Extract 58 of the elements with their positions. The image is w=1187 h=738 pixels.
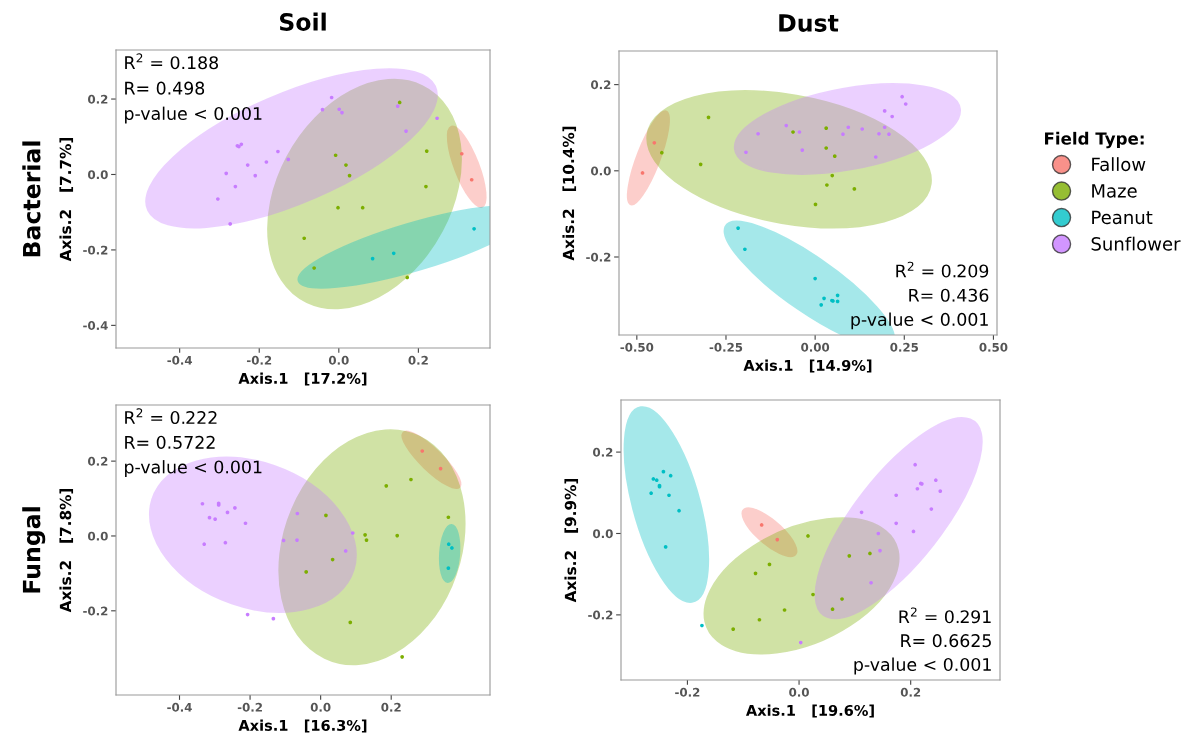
- annotation: R$^{2}$ = 0.188: [125, 53, 219, 70]
- x-tick-label: -0.25: [709, 342, 743, 352]
- y-tick-label: -0.2: [83, 245, 108, 255]
- y-axis-title: Axis.2 [9.9%]: [564, 478, 579, 603]
- annotation: R$^{2}$ = 0.291: [899, 607, 991, 624]
- y-tick-label: -0.2: [83, 606, 108, 616]
- y-tick-label: 0.0: [88, 170, 108, 180]
- annotation: R= 0.5722: [125, 435, 215, 449]
- annotation: p-value < 0.001: [125, 106, 262, 124]
- y-tick-label: 0.2: [88, 456, 108, 466]
- annotation: R$^{2}$ = 0.222: [125, 408, 217, 425]
- x-tick-label: 0.2: [381, 702, 401, 712]
- x-tick-label: 0.0: [328, 355, 349, 365]
- y-tick-label: 0.0: [88, 531, 108, 541]
- y-tick-label: -0.4: [83, 321, 108, 331]
- legend-label: Maze: [1092, 184, 1137, 198]
- legend-title: Field Type:: [1045, 131, 1144, 149]
- x-tick-label: -0.4: [167, 702, 192, 712]
- y-axis-title: Axis.2 [10.4%]: [562, 126, 577, 261]
- chart-title: Soil: [279, 12, 326, 31]
- legend-label: Fallow: [1092, 157, 1146, 172]
- x-tick-label: 0.2: [900, 687, 921, 697]
- legend-label: Peanut: [1092, 210, 1153, 225]
- annotation: R= 0.498: [125, 81, 205, 95]
- annotation: R$^{2}$ = 0.209: [896, 261, 989, 278]
- annotation: R= 0.6625: [901, 634, 991, 648]
- y-tick-label: 0.2: [88, 94, 108, 104]
- x-axis-title: Axis.1 [19.6%]: [745, 704, 874, 718]
- x-tick-label: -0.50: [620, 342, 654, 352]
- annotation: p-value < 0.001: [125, 460, 262, 477]
- x-tick-label: -0.4: [167, 355, 193, 365]
- x-tick-label: 0.0: [310, 702, 331, 712]
- y-axis-title: Axis.2 [7.8%]: [59, 488, 74, 613]
- x-axis-title: Axis.1 [17.2%]: [238, 372, 367, 386]
- x-axis-title: Axis.1 [16.3%]: [238, 719, 367, 733]
- y-tick-label: 0.2: [593, 447, 613, 457]
- x-tick-label: 0.50: [979, 342, 1008, 352]
- x-tick-label: -0.2: [246, 355, 272, 365]
- x-tick-label: -0.2: [675, 687, 700, 697]
- y-tick-label: 0.2: [591, 80, 611, 90]
- x-tick-label: 0.00: [801, 342, 830, 352]
- chart-title: Dust: [779, 14, 839, 32]
- x-axis-title: Axis.1 [14.9%]: [743, 359, 872, 373]
- x-tick-label: 0.25: [890, 342, 919, 352]
- y-tick-label: 0.0: [591, 166, 611, 176]
- annotation: p-value < 0.001: [851, 312, 988, 330]
- annotation: p-value < 0.001: [854, 657, 991, 675]
- annotation: R= 0.436: [909, 288, 989, 302]
- x-tick-label: -0.2: [237, 702, 262, 712]
- x-tick-label: 0.2: [408, 355, 428, 365]
- y-axis-title: Axis.2 [7.7%]: [59, 137, 74, 262]
- legend-label: Sunflower: [1091, 236, 1181, 251]
- y-tick-label: -0.2: [588, 610, 613, 620]
- y-tick-label: -0.2: [586, 252, 611, 262]
- x-tick-label: 0.0: [789, 687, 809, 697]
- text: Bacterial: [22, 141, 41, 257]
- text: Fungal: [22, 507, 46, 593]
- y-tick-label: 0.0: [593, 529, 613, 539]
